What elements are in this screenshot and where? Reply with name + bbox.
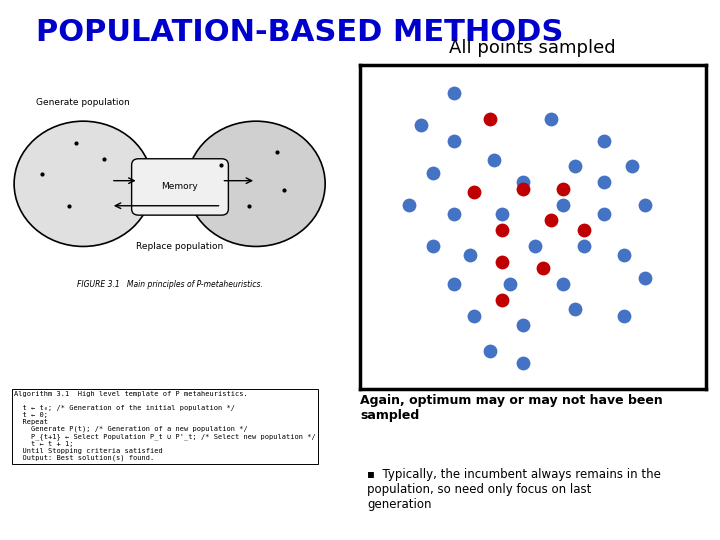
- Point: [517, 359, 528, 368]
- Point: [570, 162, 581, 171]
- Point: [497, 210, 508, 218]
- Point: [448, 210, 459, 218]
- Point: [598, 137, 610, 145]
- Point: [497, 226, 508, 234]
- Point: [598, 210, 610, 218]
- Point: [428, 241, 439, 250]
- Point: [415, 121, 427, 130]
- FancyBboxPatch shape: [132, 159, 228, 215]
- Point: [639, 273, 650, 282]
- Point: [618, 251, 630, 260]
- Text: Algorithm 3.1  High level template of P metaheuristics.

  t ← t₀; /* Generation: Algorithm 3.1 High level template of P m…: [14, 391, 316, 462]
- Point: [497, 295, 508, 304]
- Point: [557, 280, 569, 288]
- Point: [557, 200, 569, 209]
- Text: All points sampled: All points sampled: [449, 39, 616, 57]
- Point: [468, 187, 480, 196]
- Text: ▪  Typically, the incumbent always remains in the
population, so need only focus: ▪ Typically, the incumbent always remain…: [367, 468, 661, 511]
- Circle shape: [187, 121, 325, 246]
- Point: [517, 184, 528, 193]
- Point: [448, 137, 459, 145]
- Text: POPULATION-BASED METHODS: POPULATION-BASED METHODS: [36, 18, 563, 47]
- Point: [545, 216, 557, 225]
- Point: [488, 156, 500, 164]
- Point: [537, 264, 549, 272]
- Point: [403, 200, 415, 209]
- Point: [497, 258, 508, 266]
- Point: [578, 241, 590, 250]
- Point: [428, 168, 439, 177]
- Point: [618, 312, 630, 320]
- Text: Again, optimum may or may not have been
sampled: Again, optimum may or may not have been …: [360, 394, 662, 422]
- Text: Generate population: Generate population: [36, 98, 130, 107]
- Point: [517, 321, 528, 329]
- Text: FIGURE 3.1   Main principles of P-metaheuristics.: FIGURE 3.1 Main principles of P-metaheur…: [77, 280, 263, 288]
- Point: [529, 241, 541, 250]
- Point: [626, 162, 638, 171]
- Point: [448, 89, 459, 98]
- Point: [448, 280, 459, 288]
- Point: [517, 178, 528, 187]
- Text: Memory: Memory: [161, 183, 199, 192]
- Point: [570, 305, 581, 314]
- Point: [639, 200, 650, 209]
- Point: [485, 346, 496, 355]
- Circle shape: [14, 121, 153, 246]
- Point: [464, 251, 475, 260]
- Point: [468, 312, 480, 320]
- Point: [598, 178, 610, 187]
- Point: [578, 226, 590, 234]
- Point: [545, 114, 557, 123]
- Text: Replace population: Replace population: [136, 242, 224, 251]
- Point: [505, 280, 516, 288]
- Point: [557, 184, 569, 193]
- Point: [485, 114, 496, 123]
